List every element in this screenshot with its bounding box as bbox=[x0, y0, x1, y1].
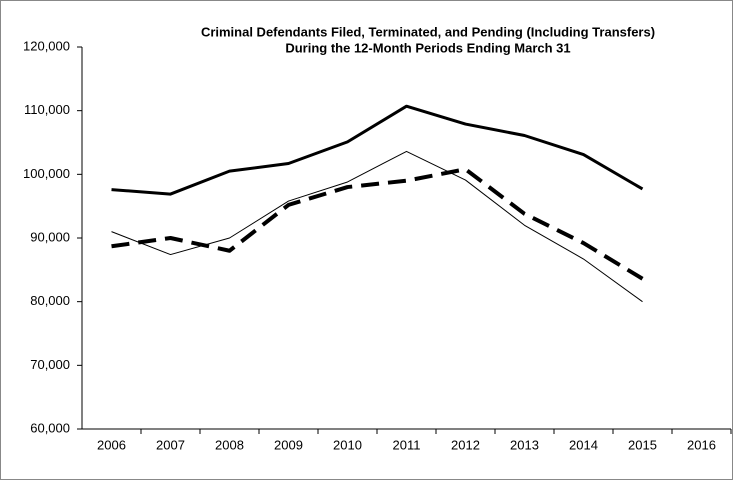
x-tick-label: 2006 bbox=[97, 437, 126, 452]
y-tick-label: 80,000 bbox=[30, 293, 70, 308]
series-line bbox=[111, 167, 644, 281]
y-tick-label: 110,000 bbox=[24, 102, 70, 117]
x-tick-label: 2010 bbox=[333, 437, 362, 452]
x-tick-label: 2013 bbox=[510, 437, 539, 452]
x-tick-label: 2007 bbox=[156, 437, 185, 452]
x-tick-label: 2011 bbox=[393, 437, 421, 452]
x-tick-label: 2016 bbox=[687, 437, 716, 452]
y-tick-label: 60,000 bbox=[30, 420, 70, 435]
chart-subtitle: During the 12-Month Periods Ending March… bbox=[285, 40, 570, 55]
x-tick-label: 2015 bbox=[628, 437, 657, 452]
y-tick-label: 90,000 bbox=[30, 229, 70, 244]
y-tick-label: 70,000 bbox=[30, 357, 70, 372]
y-tick-label: 120,000 bbox=[23, 38, 70, 53]
x-tick-label: 2009 bbox=[274, 437, 303, 452]
chart-title: Criminal Defendants Filed, Terminated, a… bbox=[201, 24, 655, 39]
x-tick-label: 2008 bbox=[215, 437, 244, 452]
series-line bbox=[111, 104, 644, 196]
x-tick-label: 2012 bbox=[451, 437, 480, 452]
y-tick-label: 100,000 bbox=[23, 166, 70, 181]
x-tick-label: 2014 bbox=[569, 437, 598, 452]
